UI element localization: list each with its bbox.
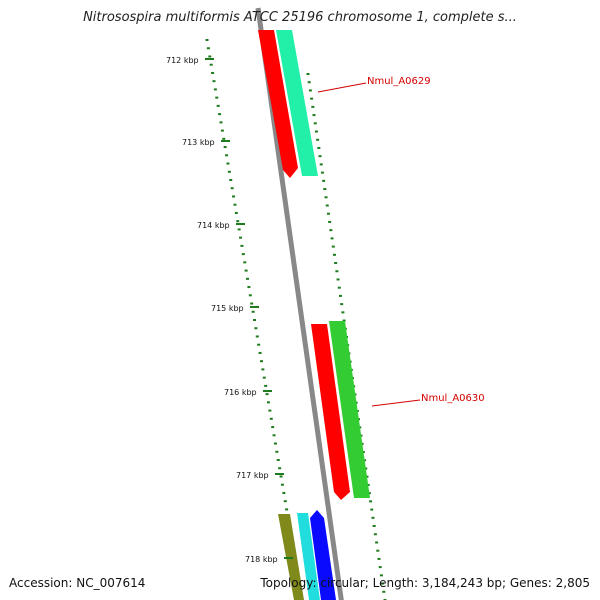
tick-label: 714 kbp bbox=[197, 221, 230, 230]
gene-blue-lower[interactable] bbox=[310, 510, 336, 600]
tick-label: 717 kbp bbox=[236, 471, 269, 480]
map-title: Nitrosospira multiformis ATCC 25196 chro… bbox=[83, 10, 517, 25]
gene-label-leader bbox=[371, 399, 421, 407]
gene-mint-upper[interactable] bbox=[276, 30, 318, 176]
gene-cyan-lower[interactable] bbox=[297, 513, 320, 600]
genome-summary: Topology: circular; Length: 3,184,243 bp… bbox=[260, 576, 590, 590]
accession-info: Accession: NC_007614 bbox=[9, 576, 146, 590]
gene-label-a0630[interactable]: Nmul_A0630 bbox=[421, 393, 485, 404]
gene-green-middle[interactable] bbox=[329, 321, 370, 498]
gene-label-leader bbox=[317, 82, 367, 93]
tick-label: 716 kbp bbox=[224, 388, 257, 397]
tick-label: 718 kbp bbox=[245, 555, 278, 564]
gene-red-middle[interactable] bbox=[311, 324, 350, 500]
tick-label: 712 kbp bbox=[166, 56, 199, 65]
gene-red-upper[interactable] bbox=[258, 30, 298, 178]
gene-label-a0629[interactable]: Nmul_A0629 bbox=[367, 76, 431, 87]
tick-label: 713 kbp bbox=[182, 138, 215, 147]
kbp-ticks: 712 kbp 713 kbp 714 kbp 715 kbp 716 kbp … bbox=[166, 56, 293, 564]
tick-label: 715 kbp bbox=[211, 304, 244, 313]
